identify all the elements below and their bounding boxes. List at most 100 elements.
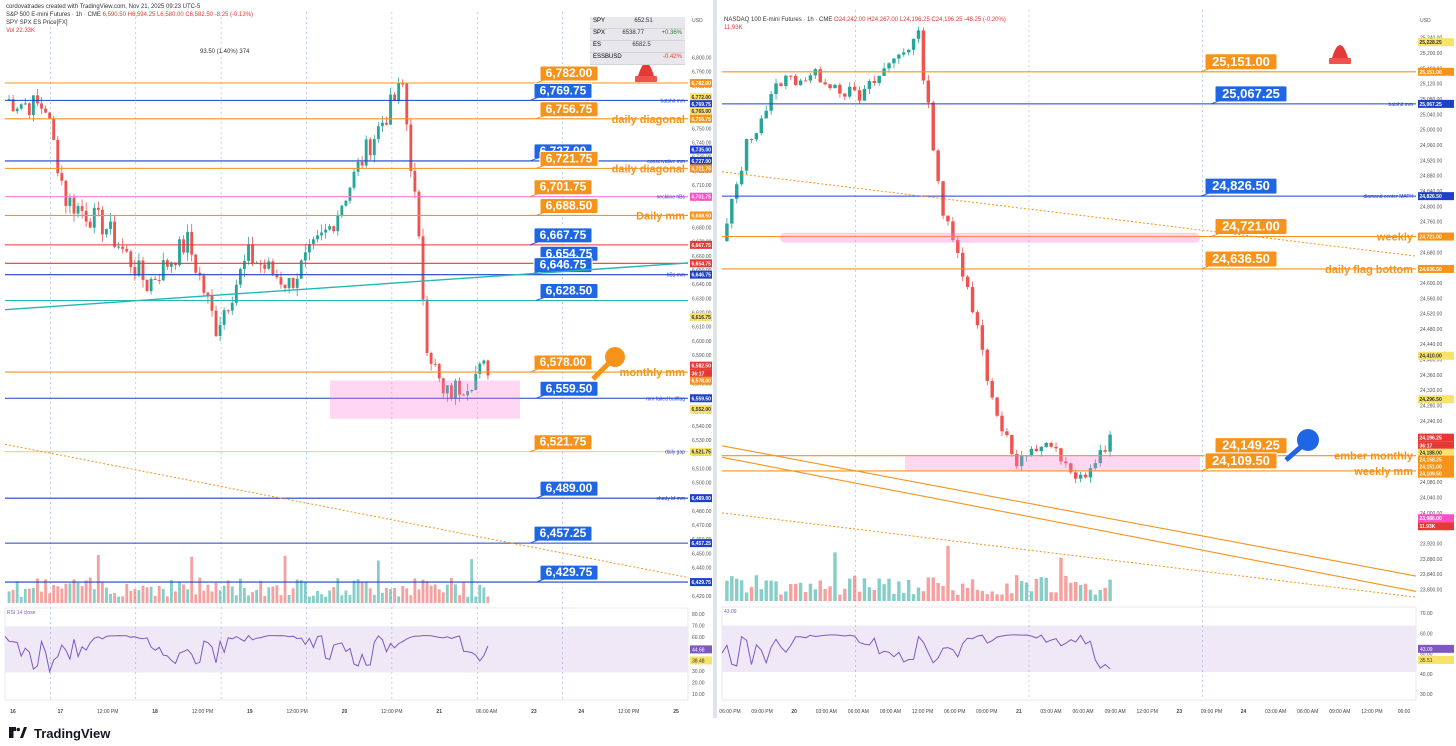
blue-key-icon bbox=[1284, 429, 1319, 462]
ndq-volume-bar bbox=[754, 575, 759, 601]
spx-volume-bar bbox=[141, 585, 145, 603]
spx-level-label-pointer bbox=[535, 164, 545, 169]
spx-level-label-box bbox=[533, 354, 593, 371]
ndq-candle-body bbox=[754, 133, 759, 140]
spx-x-tick-label: 12:00 PM bbox=[97, 709, 118, 715]
ndq-level-label-pointer bbox=[1200, 192, 1210, 197]
spx-candle-body bbox=[40, 103, 43, 109]
spx-axis-price-tag bbox=[690, 107, 712, 116]
spx-rsi-band bbox=[5, 626, 688, 673]
spx-volume-bar bbox=[316, 591, 319, 603]
spx-level-label-box bbox=[539, 197, 599, 214]
spx-volume-bar bbox=[214, 582, 218, 603]
spx-volume-bar bbox=[336, 578, 340, 603]
left-volume-line[interactable]: Vol 22.33K bbox=[6, 28, 36, 34]
spx-volume-bar bbox=[31, 587, 35, 603]
left-symbol-title[interactable]: S&P 500 E-mini Futures · 1h · CME 6,590.… bbox=[6, 11, 253, 19]
ndq-pane: 25,240.0025,200.0025,160.0025,120.0025,0… bbox=[719, 10, 1454, 715]
ndq-level-label-pointer bbox=[1200, 68, 1210, 73]
spx-volume-bar bbox=[482, 587, 486, 603]
ndq-rsi-value-text: 35.51 bbox=[1420, 658, 1433, 664]
spx-axis-price-tag bbox=[690, 494, 712, 503]
spx-volume-bar bbox=[80, 586, 84, 603]
spx-level-label-pointer bbox=[529, 193, 539, 198]
ndq-candle-body bbox=[941, 181, 945, 216]
ndq-axis-price-tag-text: 25,151.00 bbox=[1420, 70, 1442, 76]
ndq-candle-body bbox=[838, 84, 842, 94]
ndq-x-tick-label: 09:00 AM bbox=[880, 709, 901, 715]
ndq-volume-bar bbox=[995, 594, 999, 601]
ndq-axis-price-tag-text: 24,109.50 bbox=[1420, 472, 1442, 478]
spx-candle-body bbox=[100, 209, 104, 235]
spx-level-label-text: 6,701.75 bbox=[540, 180, 587, 194]
spx-candle-body bbox=[279, 277, 283, 285]
ndq-y-tick-label: 24,520.00 bbox=[1420, 312, 1442, 318]
spx-axis-price-tag-text: 6,756.75 bbox=[692, 117, 712, 123]
spx-level-label-text: 6,646.75 bbox=[540, 258, 587, 272]
ndq-volume-bar bbox=[970, 579, 975, 601]
spx-rsi-tick-label: 30.00 bbox=[692, 669, 705, 675]
spx-volume-bar bbox=[165, 596, 169, 603]
spx-volume-bar bbox=[470, 559, 474, 603]
spx-volume-bar bbox=[275, 585, 279, 603]
spx-candle-body bbox=[96, 207, 100, 210]
spx-level-label-box bbox=[533, 179, 593, 196]
ndq-candle-body bbox=[1015, 453, 1019, 467]
ndq-y-tick-label: 24,760.00 bbox=[1420, 220, 1442, 226]
ndq-x-tick-label: 09:00 PM bbox=[751, 709, 772, 715]
spx-volume-bar bbox=[226, 580, 230, 603]
siren-icon-base bbox=[1329, 58, 1351, 64]
spx-level-label-pointer bbox=[529, 157, 539, 162]
ndq-x-tick-label: 06:00 bbox=[1398, 709, 1411, 715]
spx-candle-body bbox=[263, 264, 267, 269]
spx-rsi-label: RSI 14 close bbox=[7, 610, 36, 616]
spx-candle-body bbox=[218, 324, 222, 336]
ndq-x-tick-label: 06:00 PM bbox=[944, 709, 965, 715]
ndq-level-label-text: 24,109.50 bbox=[1212, 453, 1270, 468]
right-symbol-title[interactable]: NASDAQ 100 E-mini Futures · 1h · CME O24… bbox=[724, 16, 1006, 24]
spx-axis-price-tag-text: 6,521.75 bbox=[692, 450, 712, 456]
spx-candle-body bbox=[161, 260, 165, 281]
spx-level-label-pointer bbox=[535, 297, 545, 301]
spx-axis-price-tag-text: 6,457.25 bbox=[692, 541, 712, 547]
right-volume-line[interactable]: 11.93K bbox=[724, 25, 743, 31]
spx-pane: 6,800.006,790.006,780.006,770.006,760.00… bbox=[4, 12, 712, 715]
left-indicator-line[interactable]: SPY SPX ES Price[FX] bbox=[6, 20, 68, 26]
spx-candle-body bbox=[486, 360, 490, 376]
spx-candle-body bbox=[60, 173, 64, 181]
ndq-y-tick-label: 23,880.00 bbox=[1420, 557, 1442, 563]
siren-icon bbox=[1329, 45, 1351, 64]
spx-volume-bar bbox=[295, 579, 299, 603]
ndq-axis-price-tag-text: 24,636.50 bbox=[1420, 267, 1442, 273]
ndq-candle-body bbox=[769, 94, 773, 111]
spx-candle-body bbox=[474, 373, 478, 390]
left-ohlc: 6,590.50 H6,594.25 L6,580.00 C6,582.50 -… bbox=[102, 12, 254, 18]
pane-divider[interactable] bbox=[713, 0, 717, 718]
tradingview-logo[interactable]: TradingView bbox=[6, 726, 110, 741]
spx-volume-bar bbox=[271, 586, 275, 603]
ndq-rsi-band bbox=[722, 625, 1416, 673]
ndq-candle-body bbox=[828, 84, 832, 89]
header-credit: cordovatrades created with TradingView.c… bbox=[6, 4, 201, 10]
spx-level-annotation: shady bf mm bbox=[656, 496, 685, 502]
spx-volume-bar bbox=[157, 585, 161, 603]
spx-volume-bar bbox=[68, 583, 72, 603]
spx-candle-body bbox=[454, 380, 457, 399]
ndq-axis-price-tag-text: 24,151.00 bbox=[1420, 465, 1442, 471]
spx-candle-body bbox=[336, 215, 340, 232]
ndq-candle-body bbox=[902, 52, 906, 55]
ndq-y-tick-label: 24,040.00 bbox=[1420, 496, 1442, 502]
ndq-candle-body bbox=[946, 215, 950, 222]
ndq-rsi-tick-label: 60.00 bbox=[1420, 631, 1433, 637]
ndq-candle-body bbox=[852, 86, 857, 91]
spx-volume-bar bbox=[259, 580, 263, 603]
ndq-x-tick-label: 06:00 AM bbox=[848, 709, 869, 715]
ndq-candle-body bbox=[1029, 448, 1034, 456]
ndq-y-tick-label: 25,120.00 bbox=[1420, 82, 1442, 88]
spx-candle-body bbox=[7, 99, 11, 101]
ndq-axis-price-tag-text: 25,067.25 bbox=[1420, 102, 1442, 108]
spx-candle-body bbox=[153, 278, 157, 281]
key-icon bbox=[591, 347, 625, 381]
ndq-volume-bar bbox=[1034, 578, 1039, 601]
spx-candle-body bbox=[413, 170, 417, 192]
